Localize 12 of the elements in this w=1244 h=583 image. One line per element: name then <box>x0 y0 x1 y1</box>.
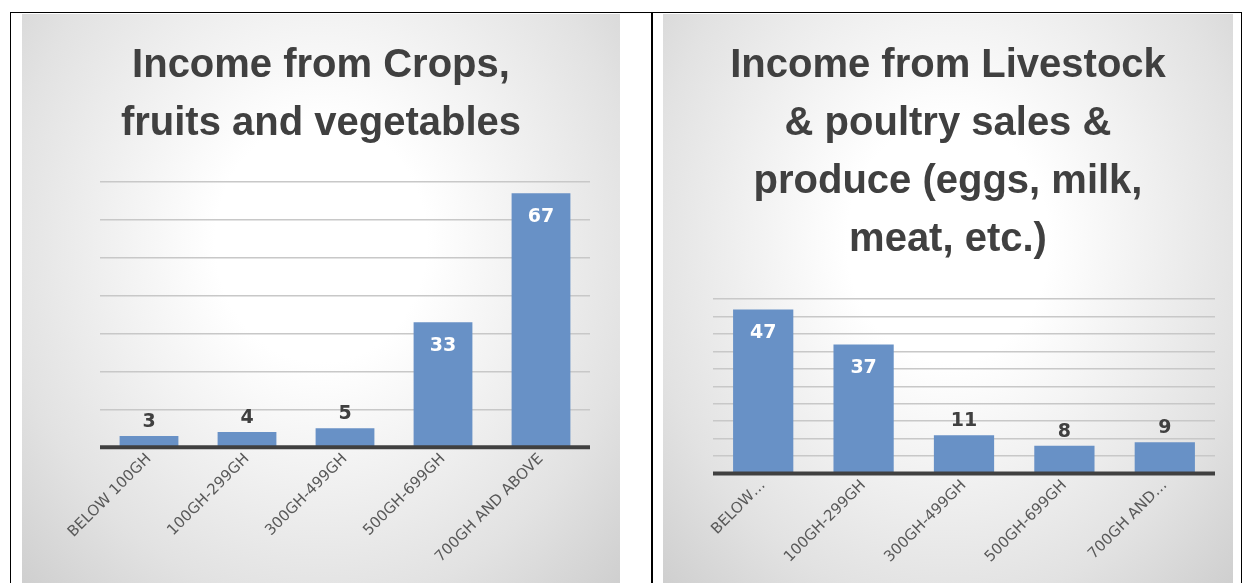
data-label: 5 <box>338 401 352 424</box>
data-label: 8 <box>1057 418 1072 441</box>
data-label: 3 <box>142 408 156 431</box>
chart-title: Income from Livestock & poultry sales & produce (eggs, milk, meat, etc.) <box>729 40 1167 261</box>
data-label: 11 <box>950 408 978 431</box>
data-label: 67 <box>527 204 555 227</box>
data-label: 47 <box>749 320 777 343</box>
data-label: 9 <box>1158 415 1172 438</box>
chart-title: Income from Crops, fruits and vegetables <box>119 40 523 145</box>
data-label: 4 <box>240 405 254 428</box>
data-label: 37 <box>850 355 877 378</box>
data-label: 33 <box>429 333 457 356</box>
